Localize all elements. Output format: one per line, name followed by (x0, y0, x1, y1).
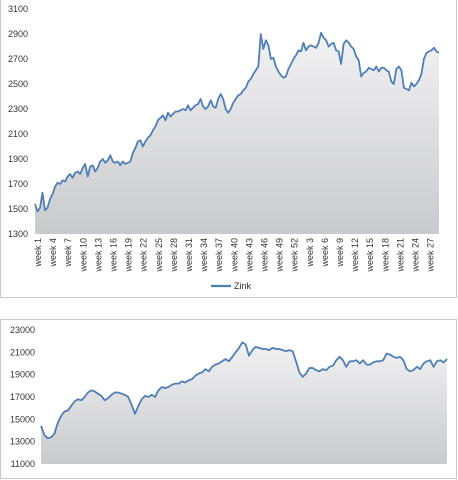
legend-label: Zink (234, 281, 252, 291)
x-tick-label: week 25 (154, 238, 164, 273)
x-tick-label: week 40 (229, 238, 239, 273)
series-line-zink (34, 31, 440, 213)
x-tick-label: week 16 (109, 238, 119, 273)
legend: Zink (211, 281, 252, 291)
y-tick-label: 3100 (8, 4, 28, 14)
y-tick-label: 15000 (10, 414, 35, 424)
y-tick-label: 23000 (10, 325, 35, 335)
x-tick-label: week 37 (214, 238, 224, 273)
y-tick-label: 1500 (8, 204, 28, 214)
x-tick-label: week 9 (335, 238, 345, 268)
x-tick-label: week 13 (93, 238, 103, 273)
zinc-price-chart: 1300 1500 1700 1900 2100 2300 2500 2700 2900 3100… (8, 4, 440, 291)
x-tick-label: week 10 (78, 238, 88, 273)
series-area (41, 342, 447, 464)
x-tick-label: week 34 (199, 238, 209, 273)
x-tick-label: week 15 (365, 238, 375, 273)
x-tick-label: week 3 (305, 238, 315, 268)
x-tick-label: week 31 (184, 238, 194, 273)
series-line (40, 341, 448, 440)
y-tick-label: 19000 (10, 370, 35, 380)
x-tick-label: week 46 (260, 238, 270, 273)
x-tick-label: week 21 (395, 238, 405, 273)
second-chart-panel: 11000 13000 15000 17000 19000 21000 23000 (0, 319, 457, 479)
second-price-chart: 11000 13000 15000 17000 19000 21000 23000 (10, 325, 448, 469)
x-tick-label: week 49 (275, 238, 285, 273)
y-tick-label: 17000 (10, 392, 35, 402)
y-tick-label: 1900 (8, 154, 28, 164)
x-tick-label: week 6 (320, 238, 330, 268)
x-tick-label: week 24 (411, 238, 421, 273)
y-tick-label: 21000 (10, 347, 35, 357)
y-axis: 11000 13000 15000 17000 19000 21000 23000 (10, 325, 35, 469)
x-tick-label: week 12 (350, 238, 360, 273)
y-tick-label: 1300 (8, 229, 28, 239)
x-tick-label: week 19 (124, 238, 134, 273)
x-tick-label: week 1 (33, 238, 43, 268)
x-tick-label: week 28 (169, 238, 179, 273)
x-tick-label: week 18 (380, 238, 390, 273)
x-tick-label: week 27 (426, 238, 436, 273)
x-tick-label: week 43 (244, 238, 254, 273)
y-tick-label: 2700 (8, 54, 28, 64)
y-tick-label: 1700 (8, 179, 28, 189)
y-tick-label: 2100 (8, 129, 28, 139)
x-tick-label: week 52 (290, 238, 300, 273)
zinc-chart-panel: 1300 1500 1700 1900 2100 2300 2500 2700 2900 3100… (0, 0, 457, 298)
x-tick-label: week 22 (139, 238, 149, 273)
y-tick-label: 2500 (8, 79, 28, 89)
y-tick-label: 13000 (10, 437, 35, 447)
y-tick-label: 2300 (8, 104, 28, 114)
x-tick-label: week 7 (63, 238, 73, 268)
x-tick-label: week 4 (48, 238, 58, 268)
y-tick-label: 11000 (11, 459, 35, 469)
y-tick-label: 2900 (8, 29, 28, 39)
x-axis: week 1 week 4 week 7 week 10 week 13 week 16 w… (33, 238, 436, 273)
y-axis: 1300 1500 1700 1900 2100 2300 2500 2700 2900 3100 (8, 4, 28, 239)
series-area (35, 32, 439, 234)
